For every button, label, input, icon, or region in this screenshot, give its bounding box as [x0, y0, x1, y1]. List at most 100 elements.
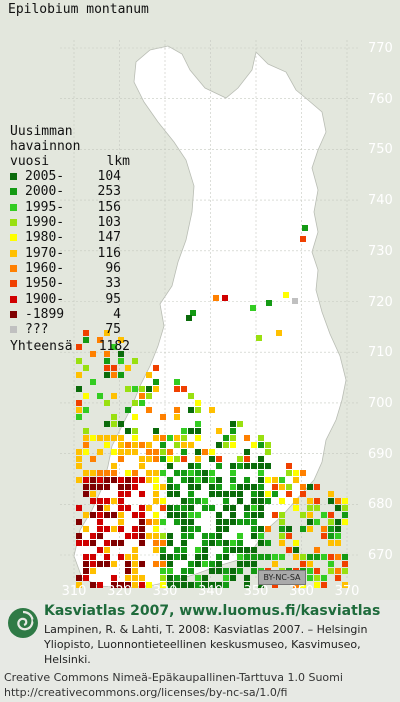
occurrence-square	[167, 568, 173, 574]
occurrence-square	[125, 582, 131, 588]
occurrence-square	[307, 526, 313, 532]
occurrence-square	[160, 519, 166, 525]
occurrence-square	[167, 449, 173, 455]
legend-period: 1970-	[25, 245, 65, 261]
occurrence-square	[97, 435, 103, 441]
occurrence-square	[125, 365, 131, 371]
occurrence-square	[258, 463, 264, 469]
legend-row: ??? 75	[10, 322, 130, 337]
occurrence-square	[230, 491, 236, 497]
occurrence-square	[188, 470, 194, 476]
occurrence-square	[125, 428, 131, 434]
occurrence-square	[286, 547, 292, 553]
occurrence-square	[132, 526, 138, 532]
occurrence-square	[90, 540, 96, 546]
occurrence-square	[244, 463, 250, 469]
occurrence-square	[230, 505, 236, 511]
occurrence-square	[167, 477, 173, 483]
occurrence-square	[188, 526, 194, 532]
occurrence-square	[272, 512, 278, 518]
occurrence-square	[251, 491, 257, 497]
occurrence-square	[293, 477, 299, 483]
occurrence-square	[160, 442, 166, 448]
occurrence-square	[139, 561, 145, 567]
occurrence-square	[251, 463, 257, 469]
occurrence-square	[174, 414, 180, 420]
occurrence-square	[230, 540, 236, 546]
occurrence-square	[111, 414, 117, 420]
occurrence-square	[251, 547, 257, 553]
occurrence-square	[167, 456, 173, 462]
occurrence-square	[125, 477, 131, 483]
occurrence-square	[209, 477, 215, 483]
occurrence-square	[97, 547, 103, 553]
occurrence-square	[188, 561, 194, 567]
occurrence-square	[174, 519, 180, 525]
occurrence-square	[125, 470, 131, 476]
occurrence-square	[139, 519, 145, 525]
occurrence-square	[300, 582, 306, 588]
occurrence-square	[321, 575, 327, 581]
occurrence-square	[139, 512, 145, 518]
occurrence-square	[104, 372, 110, 378]
occurrence-square	[153, 477, 159, 483]
occurrence-square	[258, 470, 264, 476]
occurrence-square	[118, 519, 124, 525]
occurrence-square	[174, 379, 180, 385]
occurrence-square	[104, 561, 110, 567]
occurrence-square	[104, 498, 110, 504]
occurrence-square	[230, 442, 236, 448]
occurrence-square	[244, 477, 250, 483]
occurrence-square	[97, 498, 103, 504]
occurrence-square	[146, 582, 152, 588]
occurrence-square	[251, 442, 257, 448]
occurrence-square	[300, 554, 306, 560]
occurrence-square	[230, 575, 236, 581]
occurrence-square	[160, 561, 166, 567]
occurrence-square	[237, 540, 243, 546]
occurrence-square	[97, 337, 103, 343]
occurrence-square	[160, 505, 166, 511]
occurrence-square	[111, 344, 117, 350]
occurrence-square	[153, 561, 159, 567]
occurrence-square	[132, 400, 138, 406]
occurrence-square	[181, 498, 187, 504]
occurrence-square	[300, 512, 306, 518]
legend-count: 103	[97, 215, 121, 231]
occurrence-square	[314, 484, 320, 490]
legend-swatch	[10, 188, 17, 196]
occurrence-square	[90, 435, 96, 441]
occurrence-square	[230, 484, 236, 490]
occurrence-square	[90, 379, 96, 385]
occurrence-square	[307, 484, 313, 490]
occurrence-square	[118, 554, 124, 560]
legend-count: 4	[113, 306, 121, 322]
y-tick-label: 730	[368, 243, 393, 259]
occurrence-square	[223, 505, 229, 511]
occurrence-square	[153, 484, 159, 490]
occurrence-square	[314, 519, 320, 525]
occurrence-square	[104, 351, 110, 357]
occurrence-square	[167, 582, 173, 588]
occurrence-square	[83, 568, 89, 574]
occurrence-square	[90, 512, 96, 518]
occurrence-square	[118, 442, 124, 448]
occurrence-square	[132, 386, 138, 392]
occurrence-square	[160, 435, 166, 441]
occurrence-square	[132, 533, 138, 539]
occurrence-square	[76, 463, 82, 469]
occurrence-square	[258, 512, 264, 518]
occurrence-square	[132, 561, 138, 567]
occurrence-square	[244, 554, 250, 560]
occurrence-square	[90, 491, 96, 497]
legend: Uusimman havainnon vuosi lkm 2005- 104 200…	[10, 124, 130, 354]
occurrence-square	[104, 554, 110, 560]
occurrence-square	[125, 575, 131, 581]
occurrence-square	[293, 470, 299, 476]
occurrence-square	[188, 568, 194, 574]
occurrence-square	[132, 414, 138, 420]
occurrence-square	[266, 300, 272, 306]
occurrence-square	[153, 512, 159, 518]
occurrence-square	[139, 526, 145, 532]
occurrence-square	[286, 526, 292, 532]
